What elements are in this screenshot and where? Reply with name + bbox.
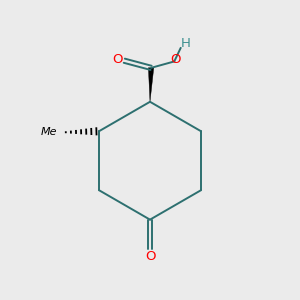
Text: Me: Me [40,127,57,137]
Text: O: O [145,250,155,263]
Text: O: O [170,53,181,67]
Text: O: O [112,53,123,66]
Polygon shape [148,68,154,102]
Text: H: H [180,37,190,50]
